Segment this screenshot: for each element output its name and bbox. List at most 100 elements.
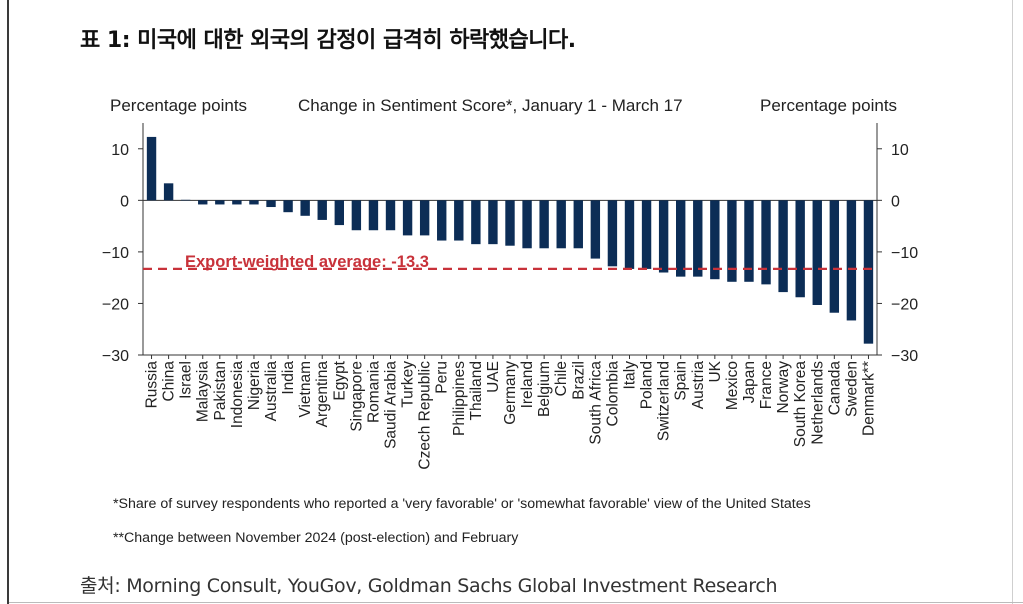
x-tick-label: Egypt (331, 360, 348, 400)
source-line: 출처: Morning Consult, YouGov, Goldman Sac… (80, 575, 778, 597)
x-tick-label: UAE (485, 361, 502, 393)
x-tick-label: Israel (178, 361, 195, 399)
bar (266, 200, 276, 208)
bar (812, 200, 822, 305)
bar (385, 200, 396, 231)
bar (573, 200, 583, 249)
x-tick-label: Austria (690, 361, 707, 410)
bar (590, 200, 601, 259)
bar (795, 200, 805, 298)
x-tick-label: Switzerland (656, 361, 673, 441)
bar (846, 200, 857, 321)
bar (863, 200, 874, 344)
bar (539, 200, 549, 249)
footnote-denmark: **Change between November 2024 (post-ele… (113, 530, 519, 546)
x-tick-label: Indonesia (229, 361, 246, 429)
x-tick-label: Ireland (519, 361, 536, 408)
bar (402, 200, 413, 236)
bar (368, 200, 379, 231)
x-tick-label: Malaysia (195, 361, 212, 423)
x-tick-label: Romania (365, 361, 382, 423)
x-tick-label: Saudi Arabia (383, 361, 400, 449)
bar (232, 200, 242, 205)
x-tick-label: South Africa (587, 361, 604, 445)
x-tick-label: India (280, 361, 297, 395)
bar (761, 200, 771, 285)
y-tick-label-left: −20 (102, 296, 129, 313)
x-tick-label: Italy (621, 361, 638, 390)
bar (829, 200, 840, 313)
bar (249, 200, 259, 205)
bar (641, 200, 652, 269)
y-tick-label-right: −30 (891, 348, 918, 365)
x-tick-label: Brazil (570, 361, 587, 400)
bar (351, 200, 362, 231)
x-tick-label: South Korea (792, 361, 809, 448)
x-tick-label: Canada (826, 361, 843, 416)
x-tick-label: Singapore (348, 361, 365, 432)
y-tick-label-right: 10 (891, 142, 909, 159)
x-tick-label: Argentina (314, 361, 331, 428)
bar (522, 200, 532, 249)
bar (505, 200, 515, 246)
chart-title: Change in Sentiment Score*, January 1 - … (298, 96, 683, 115)
bar (624, 200, 635, 269)
bar (317, 200, 327, 220)
y-tick-label-left: 0 (120, 193, 129, 210)
x-tick-label: Pakistan (212, 361, 229, 420)
figure-title: 표 1: 미국에 대한 외국의 감정이 급격히 하락했습니다. (80, 28, 576, 53)
x-tick-label: Thailand (468, 361, 485, 420)
bar (180, 199, 191, 201)
bar (215, 200, 225, 205)
left-border (7, 0, 9, 604)
bar (419, 200, 430, 236)
bar (693, 200, 703, 277)
bar (744, 200, 754, 282)
bar (710, 200, 720, 280)
x-tick-label: Australia (263, 361, 280, 422)
x-tick-label: UK (707, 360, 724, 382)
bar (334, 200, 344, 226)
bar (471, 200, 481, 245)
y-tick-label-left: 10 (111, 142, 129, 159)
bottom-border (9, 602, 1023, 603)
bar (556, 200, 566, 249)
bar (676, 200, 686, 277)
y-tick-label-left: −30 (102, 348, 129, 365)
x-tick-label: Mexico (724, 361, 741, 410)
x-tick-label: France (758, 361, 775, 409)
x-tick-label: China (161, 361, 178, 402)
x-tick-label: Denmark** (860, 361, 877, 436)
x-tick-label: Norway (775, 361, 792, 414)
bar (283, 200, 293, 213)
right-axis-label: Percentage points (760, 96, 898, 115)
x-tick-label: Russia (144, 361, 161, 409)
y-tick-label-right: −10 (891, 245, 918, 262)
x-tick-label: Czech Republic (417, 361, 434, 470)
bar (146, 136, 157, 201)
x-tick-label: Belgium (536, 361, 553, 417)
x-tick-label: Germany (502, 361, 519, 425)
bar (198, 200, 208, 205)
x-tick-label: Netherlands (809, 361, 826, 445)
bar (658, 200, 669, 273)
x-tick-label: Chile (553, 361, 570, 396)
right-border (1012, 0, 1013, 604)
average-reference-label: Export-weighted average: -13.3 (185, 253, 429, 271)
x-tick-label: Vietnam (297, 361, 314, 418)
x-tick-label: Colombia (604, 361, 621, 427)
y-tick-label-left: −10 (102, 245, 129, 262)
bar (778, 200, 788, 293)
x-tick-label: Peru (434, 361, 451, 394)
x-tick-label: Philippines (451, 361, 468, 436)
x-tick-label: Nigeria (246, 361, 263, 410)
bar (607, 200, 618, 267)
bar (163, 183, 174, 201)
x-tick-label: Spain (673, 361, 690, 401)
bar (727, 200, 737, 282)
x-tick-label: Japan (741, 361, 758, 403)
y-tick-label-right: −20 (891, 296, 918, 313)
x-tick-label: Sweden (843, 361, 860, 417)
bar (454, 200, 464, 241)
